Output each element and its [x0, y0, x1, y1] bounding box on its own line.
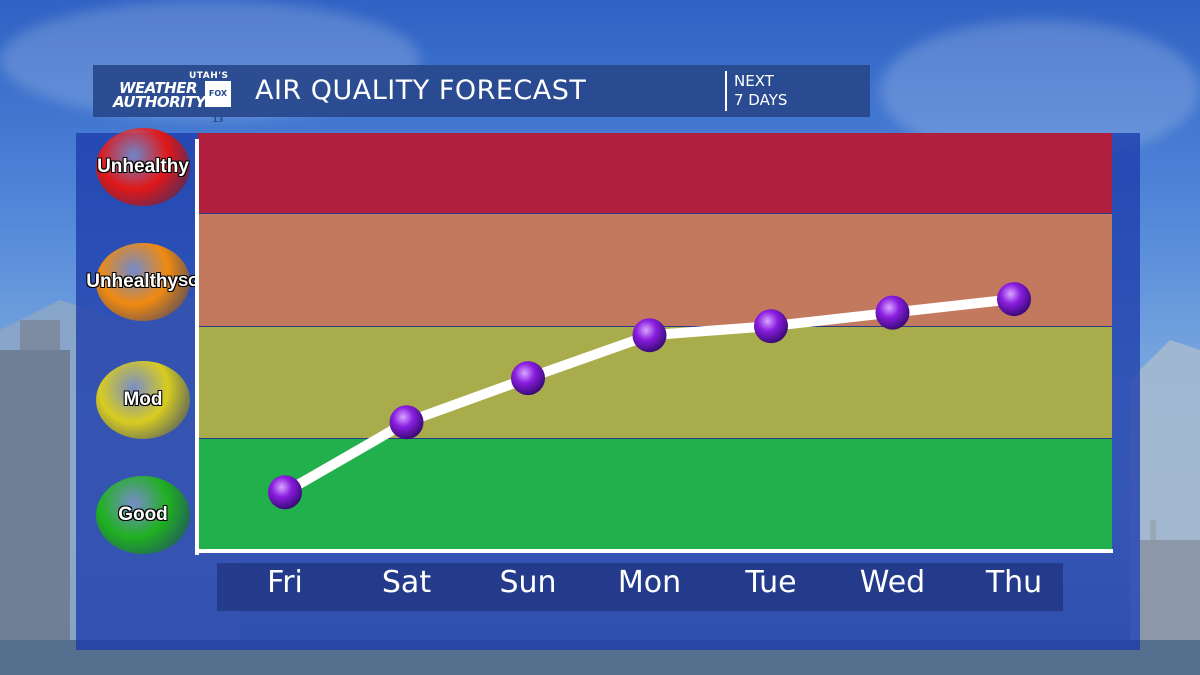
data-point-sun	[511, 361, 545, 396]
forecast-range: NEXT 7 DAYS	[734, 72, 787, 110]
level-badge-unhealthy-sg: Unhealthy SG	[86, 243, 200, 321]
x-tick-label: Mon	[617, 565, 682, 600]
x-tick-label: Thu	[985, 565, 1043, 600]
x-tick-label: Tue	[745, 565, 797, 600]
x-tick-label: Fri	[267, 565, 303, 600]
chart-panel: Unhealthy Unhealthy SG Mod Good Fri Sat Sun Mon…	[76, 128, 1140, 650]
x-axis-line	[195, 549, 1113, 553]
x-tick-label: Wed	[859, 565, 926, 600]
data-point-thu	[997, 282, 1031, 317]
data-point-wed	[875, 295, 910, 330]
forecast-range-line2: 7 DAYS	[734, 91, 788, 109]
plot-area	[198, 133, 1112, 553]
y-axis-line	[195, 139, 199, 555]
data-point-sat	[389, 405, 424, 440]
level-badge-good: Good	[96, 476, 190, 554]
data-point-fri	[268, 475, 302, 510]
forecast-range-line1: NEXT	[734, 72, 774, 90]
logo-line2: WEATHER	[119, 79, 198, 97]
x-tick-label: Sat	[381, 565, 432, 600]
fox13-logo: FOX 13	[205, 81, 231, 124]
band-unhealthy	[198, 133, 1112, 213]
level-badge-mod: Mod	[96, 361, 190, 439]
level-badge-unhealthy: Unhealthy	[96, 128, 190, 206]
logo-line1: UTAH'S	[189, 71, 229, 81]
x-axis-label-bar	[217, 563, 1063, 611]
logo-line3: AUTHORITY	[113, 93, 206, 111]
line-chart	[268, 282, 1031, 510]
data-point-mon	[632, 318, 667, 353]
station-logo: UTAH'S WEATHER AUTHORITY FOX 13	[113, 71, 233, 124]
page-title: AIR QUALITY FORECAST	[255, 75, 587, 106]
x-tick-label: Sun	[499, 565, 557, 600]
header-bar: UTAH'S WEATHER AUTHORITY FOX 13 AIR QUAL…	[93, 65, 870, 124]
data-point-tue	[754, 309, 788, 344]
header-divider	[725, 71, 727, 111]
